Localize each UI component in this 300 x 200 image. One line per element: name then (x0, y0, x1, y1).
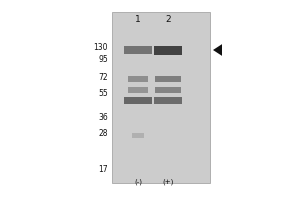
Bar (154, 46, 182, 54)
Text: 2: 2 (165, 16, 171, 24)
Text: (+): (+) (162, 179, 174, 185)
Text: 95: 95 (98, 55, 108, 64)
Text: 55: 55 (98, 88, 108, 98)
Bar (124, 97, 152, 104)
Bar (155, 76, 181, 82)
Text: 17: 17 (98, 166, 108, 174)
Text: (-): (-) (134, 179, 142, 185)
Polygon shape (213, 44, 222, 56)
Text: 72: 72 (98, 73, 108, 82)
Bar (132, 132, 144, 138)
Text: 130: 130 (94, 44, 108, 52)
Bar (154, 97, 182, 104)
Bar (128, 87, 148, 93)
Bar (128, 76, 148, 82)
Text: 1: 1 (135, 16, 141, 24)
Bar (155, 87, 181, 93)
Text: 28: 28 (98, 130, 108, 138)
Bar (112, 12, 210, 183)
Text: 36: 36 (98, 114, 108, 122)
Bar (124, 46, 152, 54)
